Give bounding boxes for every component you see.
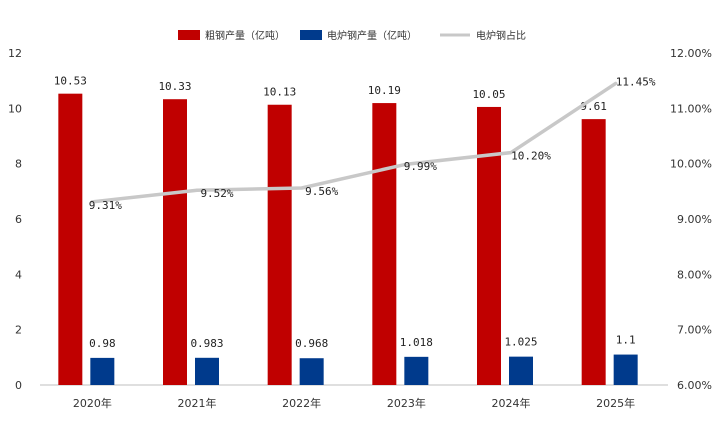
x-tick-label: 2021年: [178, 396, 217, 410]
line-eaf-share-label: 9.99%: [404, 160, 437, 173]
line-eaf-share-label: 10.20%: [511, 150, 551, 163]
bar-eaf-steel: [195, 357, 219, 385]
bar-eaf-steel: [299, 358, 324, 385]
x-tick-label: 2020年: [73, 396, 112, 410]
line-eaf-share-label: 9.31%: [89, 199, 122, 212]
bar-eaf-steel-label: 0.983: [190, 337, 223, 350]
y-right-tick-label: 7.00%: [677, 324, 712, 337]
bar-crude-steel-label: 10.33: [158, 80, 191, 93]
x-tick-label: 2024年: [492, 396, 531, 410]
bar-eaf-steel: [509, 356, 533, 385]
bar-eaf-steel-label: 0.98: [89, 337, 116, 350]
bar-eaf-steel: [404, 356, 429, 385]
bar-crude-steel-label: 10.53: [54, 75, 87, 88]
legend-swatch-crude-steel: [178, 30, 200, 40]
y-left-tick-label: 0: [15, 379, 22, 392]
bar-crude-steel: [58, 93, 83, 386]
x-tick-label: 2023年: [387, 396, 426, 410]
legend-label-eaf-steel: 电炉钢产量（亿吨）: [327, 29, 417, 42]
y-left-tick-label: 6: [15, 213, 22, 226]
bar-eaf-steel-label: 1.018: [400, 336, 433, 349]
y-right-tick-label: 12.00%: [670, 47, 712, 60]
y-left-tick-label: 8: [15, 158, 22, 171]
bar-eaf-steel: [613, 354, 638, 385]
bar-crude-steel-label: 10.05: [472, 88, 505, 101]
legend-label-eaf-share: 电炉钢占比: [476, 29, 526, 42]
line-eaf-share-label: 11.45%: [616, 75, 656, 88]
x-tick-label: 2022年: [282, 396, 321, 410]
bar-crude-steel: [477, 106, 501, 385]
line-eaf-share: [90, 81, 618, 204]
bar-crude-steel: [267, 104, 292, 385]
bar-crude-steel: [581, 119, 606, 385]
y-left-tick-label: 12: [8, 47, 22, 60]
y-right-tick-label: 9.00%: [677, 213, 712, 226]
y-right-tick-label: 11.00%: [670, 102, 712, 115]
y-left-tick-label: 2: [15, 324, 22, 337]
y-right-tick-label: 8.00%: [677, 268, 712, 281]
bar-eaf-steel: [90, 357, 115, 385]
line-eaf-share-label: 9.56%: [305, 185, 338, 198]
bar-eaf-steel-label: 0.968: [295, 337, 328, 350]
bar-crude-steel: [372, 103, 397, 386]
line-eaf-share-label: 9.52%: [200, 187, 233, 200]
legend-swatch-eaf-steel: [300, 30, 322, 40]
bar-crude-steel-label: 10.19: [368, 84, 401, 97]
y-left-tick-label: 10: [8, 102, 22, 115]
x-tick-label: 2025年: [596, 396, 635, 410]
y-left-tick-label: 4: [15, 268, 22, 281]
legend-label-crude-steel: 粗钢产量（亿吨）: [205, 29, 285, 42]
y-right-tick-label: 10.00%: [670, 158, 712, 171]
y-right-tick-label: 6.00%: [677, 379, 712, 392]
bar-crude-steel: [163, 99, 187, 385]
bar-crude-steel-label: 10.13: [263, 86, 296, 99]
bar-eaf-steel-label: 1.025: [504, 336, 537, 349]
bar-eaf-steel-label: 1.1: [616, 334, 636, 347]
